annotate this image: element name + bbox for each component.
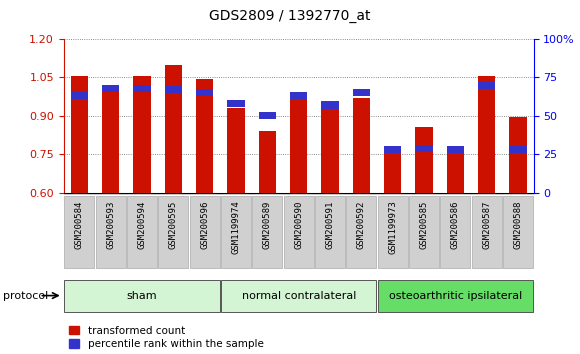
Bar bbox=[196, 89, 213, 96]
Text: GSM200595: GSM200595 bbox=[169, 200, 178, 249]
Text: GSM200594: GSM200594 bbox=[137, 200, 147, 249]
FancyBboxPatch shape bbox=[158, 196, 188, 268]
Text: GSM200585: GSM200585 bbox=[419, 200, 429, 249]
Bar bbox=[321, 101, 339, 193]
FancyBboxPatch shape bbox=[221, 196, 251, 268]
Bar bbox=[415, 127, 433, 193]
Bar bbox=[447, 146, 464, 153]
Text: osteoarthritic ipsilateral: osteoarthritic ipsilateral bbox=[389, 291, 522, 301]
FancyBboxPatch shape bbox=[378, 196, 408, 268]
Bar bbox=[290, 92, 307, 99]
Bar bbox=[509, 117, 527, 193]
Text: GSM200591: GSM200591 bbox=[325, 200, 335, 249]
Text: GDS2809 / 1392770_at: GDS2809 / 1392770_at bbox=[209, 9, 371, 23]
Text: sham: sham bbox=[127, 291, 157, 301]
Bar bbox=[259, 131, 276, 193]
Bar bbox=[415, 145, 433, 152]
Text: GSM200586: GSM200586 bbox=[451, 200, 460, 249]
Text: GSM200589: GSM200589 bbox=[263, 200, 272, 249]
FancyBboxPatch shape bbox=[503, 196, 533, 268]
Text: GSM200596: GSM200596 bbox=[200, 200, 209, 249]
Bar bbox=[165, 86, 182, 93]
Bar bbox=[290, 98, 307, 193]
Bar bbox=[165, 65, 182, 193]
Bar bbox=[478, 76, 495, 193]
Bar bbox=[353, 89, 370, 96]
FancyBboxPatch shape bbox=[64, 280, 220, 312]
Text: normal contralateral: normal contralateral bbox=[241, 291, 356, 301]
FancyBboxPatch shape bbox=[378, 280, 533, 312]
Text: GSM200587: GSM200587 bbox=[482, 200, 491, 249]
Bar bbox=[447, 147, 464, 193]
FancyBboxPatch shape bbox=[284, 196, 314, 268]
Text: GSM200590: GSM200590 bbox=[294, 200, 303, 249]
Text: protocol: protocol bbox=[3, 291, 48, 301]
FancyBboxPatch shape bbox=[96, 196, 126, 268]
FancyBboxPatch shape bbox=[440, 196, 470, 268]
Bar bbox=[102, 85, 119, 92]
Bar bbox=[133, 76, 151, 193]
FancyBboxPatch shape bbox=[315, 196, 345, 268]
Bar bbox=[227, 108, 245, 193]
FancyBboxPatch shape bbox=[64, 196, 95, 268]
Bar bbox=[384, 146, 401, 153]
FancyBboxPatch shape bbox=[409, 196, 439, 268]
Bar bbox=[196, 79, 213, 193]
Text: GSM200593: GSM200593 bbox=[106, 200, 115, 249]
FancyBboxPatch shape bbox=[190, 196, 220, 268]
Bar bbox=[133, 85, 151, 92]
FancyBboxPatch shape bbox=[472, 196, 502, 268]
Text: GSM200592: GSM200592 bbox=[357, 200, 366, 249]
Bar bbox=[227, 100, 245, 107]
Text: GSM200584: GSM200584 bbox=[75, 200, 84, 249]
Bar bbox=[259, 113, 276, 119]
Text: GSM1199973: GSM1199973 bbox=[388, 200, 397, 254]
Text: GSM1199974: GSM1199974 bbox=[231, 200, 241, 254]
Bar bbox=[353, 98, 370, 193]
Legend: transformed count, percentile rank within the sample: transformed count, percentile rank withi… bbox=[69, 326, 264, 349]
Bar bbox=[321, 102, 339, 109]
FancyBboxPatch shape bbox=[346, 196, 376, 268]
Bar bbox=[71, 92, 88, 99]
FancyBboxPatch shape bbox=[252, 196, 282, 268]
FancyBboxPatch shape bbox=[221, 280, 376, 312]
Text: GSM200588: GSM200588 bbox=[513, 200, 523, 249]
Bar bbox=[478, 82, 495, 88]
Bar bbox=[384, 147, 401, 193]
FancyBboxPatch shape bbox=[127, 196, 157, 268]
Bar bbox=[509, 146, 527, 153]
Bar bbox=[102, 89, 119, 193]
Bar bbox=[71, 76, 88, 193]
